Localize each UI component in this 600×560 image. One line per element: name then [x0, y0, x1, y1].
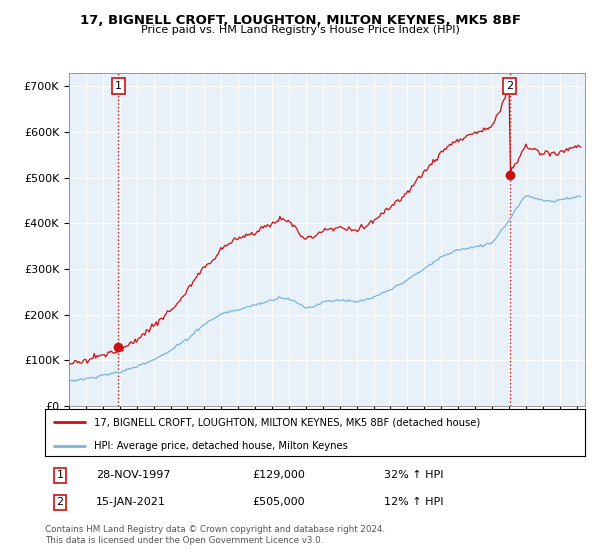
Text: 15-JAN-2021: 15-JAN-2021 [96, 497, 166, 507]
Text: 12% ↑ HPI: 12% ↑ HPI [384, 497, 443, 507]
Text: 28-NOV-1997: 28-NOV-1997 [96, 470, 170, 480]
Text: 32% ↑ HPI: 32% ↑ HPI [384, 470, 443, 480]
Text: Price paid vs. HM Land Registry's House Price Index (HPI): Price paid vs. HM Land Registry's House … [140, 25, 460, 35]
Text: Contains HM Land Registry data © Crown copyright and database right 2024.
This d: Contains HM Land Registry data © Crown c… [45, 525, 385, 545]
Text: HPI: Average price, detached house, Milton Keynes: HPI: Average price, detached house, Milt… [94, 441, 347, 451]
Text: 17, BIGNELL CROFT, LOUGHTON, MILTON KEYNES, MK5 8BF (detached house): 17, BIGNELL CROFT, LOUGHTON, MILTON KEYN… [94, 417, 480, 427]
Text: £129,000: £129,000 [252, 470, 305, 480]
Text: 1: 1 [56, 470, 64, 480]
Text: £505,000: £505,000 [252, 497, 305, 507]
Text: 2: 2 [506, 81, 513, 91]
Text: 1: 1 [115, 81, 122, 91]
Text: 17, BIGNELL CROFT, LOUGHTON, MILTON KEYNES, MK5 8BF: 17, BIGNELL CROFT, LOUGHTON, MILTON KEYN… [79, 14, 521, 27]
Text: 2: 2 [56, 497, 64, 507]
